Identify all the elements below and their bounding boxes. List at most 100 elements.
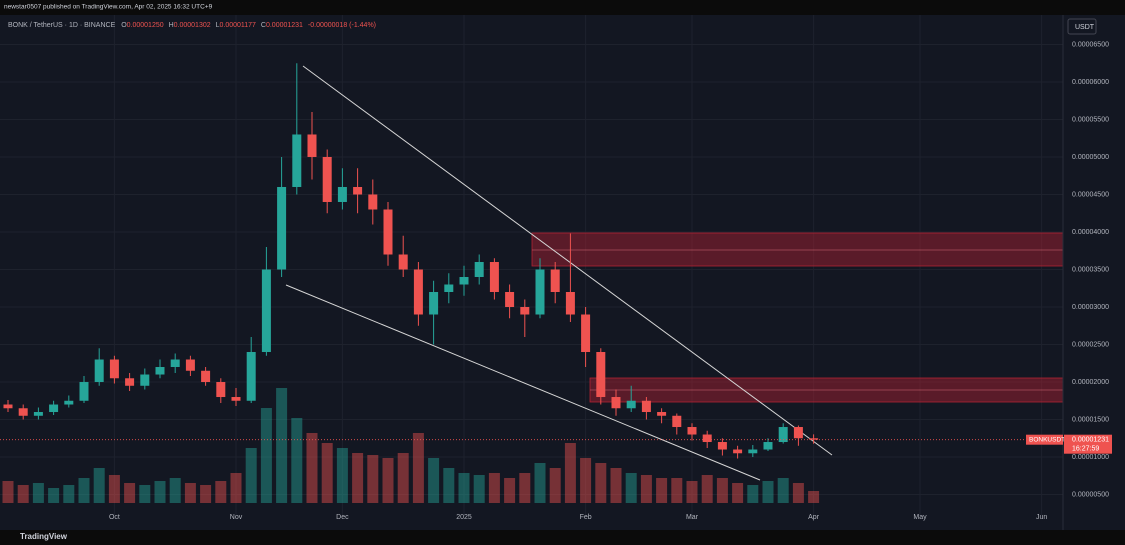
symbol-tag-label: BONKUSDT xyxy=(1029,436,1065,443)
volume-bar xyxy=(93,468,105,503)
volume-bar xyxy=(747,485,759,503)
volume-bar xyxy=(504,478,516,503)
volume-bar xyxy=(108,475,120,503)
candle-body xyxy=(201,370,211,383)
candle-body xyxy=(337,186,347,202)
footer-logo: TradingView xyxy=(20,532,68,541)
candle-body xyxy=(550,269,560,293)
symbol-legend: BONK / TetherUS · 1D · BINANCE O0.000012… xyxy=(8,22,376,29)
candle-body xyxy=(717,442,727,450)
volume-bar xyxy=(762,481,774,503)
candle-body xyxy=(687,427,697,435)
volume-bar xyxy=(78,478,90,503)
volume-bar xyxy=(610,468,622,503)
currency-box[interactable] xyxy=(1067,18,1097,35)
volume-bar xyxy=(169,478,181,503)
candle-body xyxy=(261,269,271,353)
legend-value: 0.00001302 xyxy=(174,22,211,29)
x-tick-label: 2025 xyxy=(456,514,472,521)
y-tick-label: 0.00003500 xyxy=(1072,266,1109,273)
volume-bar xyxy=(671,478,683,503)
candle-body xyxy=(429,292,439,315)
volume-bar xyxy=(306,433,318,503)
candle-body xyxy=(3,404,13,409)
candle-body xyxy=(18,408,28,416)
candle-body xyxy=(474,261,484,278)
volume-bar xyxy=(124,483,136,503)
x-tick-label: Oct xyxy=(109,514,120,521)
legend-value: 0.00001250 xyxy=(127,22,164,29)
y-tick-label: 0.00006500 xyxy=(1072,41,1109,48)
candle-body xyxy=(64,400,74,405)
volume-bar xyxy=(321,443,333,503)
volume-bar xyxy=(367,455,379,503)
candle-body xyxy=(170,359,180,368)
publish-header: newstar0507 published on TradingView.com… xyxy=(4,4,213,11)
y-tick-label: 0.00003000 xyxy=(1072,304,1109,311)
volume-bar xyxy=(260,408,272,503)
countdown-label: 16:27:59 xyxy=(1072,446,1099,453)
volume xyxy=(2,388,820,503)
legend-label: C xyxy=(261,22,266,29)
candle-body xyxy=(611,397,621,409)
candle-body xyxy=(33,412,43,416)
candle-body xyxy=(505,292,515,308)
volume-bar xyxy=(200,485,212,503)
candles xyxy=(3,63,819,459)
candle-body xyxy=(292,134,302,187)
y-tick-label: 0.00001000 xyxy=(1072,454,1109,461)
resistance-zone xyxy=(531,232,1064,267)
volume-bar xyxy=(564,443,576,503)
volume-bar xyxy=(595,463,607,503)
candle-body xyxy=(216,382,226,398)
candle-body xyxy=(489,261,499,293)
symbol-title: BONK / TetherUS · 1D · BINANCE xyxy=(8,22,116,29)
volume-bar xyxy=(716,478,728,503)
candle-body xyxy=(657,412,667,416)
candle-body xyxy=(94,359,104,383)
x-tick-label: May xyxy=(913,514,927,521)
legend-label: L xyxy=(216,22,220,29)
candle-body xyxy=(109,359,119,379)
candle-body xyxy=(581,314,591,353)
volume-bar xyxy=(701,475,713,503)
candle-body xyxy=(353,186,363,195)
trendline xyxy=(285,284,761,481)
y-tick-label: 0.00004500 xyxy=(1072,191,1109,198)
candle-body xyxy=(322,156,332,202)
volume-bar xyxy=(276,388,288,503)
y-tick-label: 0.00001500 xyxy=(1072,416,1109,423)
volume-bar xyxy=(154,481,166,503)
volume-bar xyxy=(443,468,455,503)
x-tick-label: Dec xyxy=(336,514,349,521)
candle-body xyxy=(763,442,773,450)
y-tick-label: 0.00002000 xyxy=(1072,379,1109,386)
candle-body xyxy=(383,209,393,255)
volume-bar xyxy=(777,478,789,503)
volume-bar xyxy=(640,475,652,503)
volume-bar xyxy=(625,473,637,503)
candle-body xyxy=(702,434,712,443)
volume-bar xyxy=(792,483,804,503)
volume-bar xyxy=(488,473,500,503)
candle-body xyxy=(444,284,454,293)
candle-body xyxy=(641,400,651,413)
candle-body xyxy=(672,415,682,428)
volume-bar xyxy=(352,453,364,503)
volume-bar xyxy=(245,448,257,503)
candle-body xyxy=(125,378,135,386)
candle-body xyxy=(246,352,256,401)
y-tick-label: 0.00000500 xyxy=(1072,491,1109,498)
candle-body xyxy=(793,427,803,439)
grid xyxy=(0,15,1063,515)
legend-value: 0.00001177 xyxy=(219,22,256,29)
volume-bar xyxy=(382,458,394,503)
y-tick-label: 0.00006000 xyxy=(1072,79,1109,86)
price-tag: BONKUSDT 0.00001231 16:27:59 xyxy=(0,434,1112,454)
candle-body xyxy=(277,186,287,270)
candle-body xyxy=(185,359,195,371)
y-tick-label: 0.00002500 xyxy=(1072,341,1109,348)
price-tag-label: 0.00001231 xyxy=(1072,437,1109,444)
